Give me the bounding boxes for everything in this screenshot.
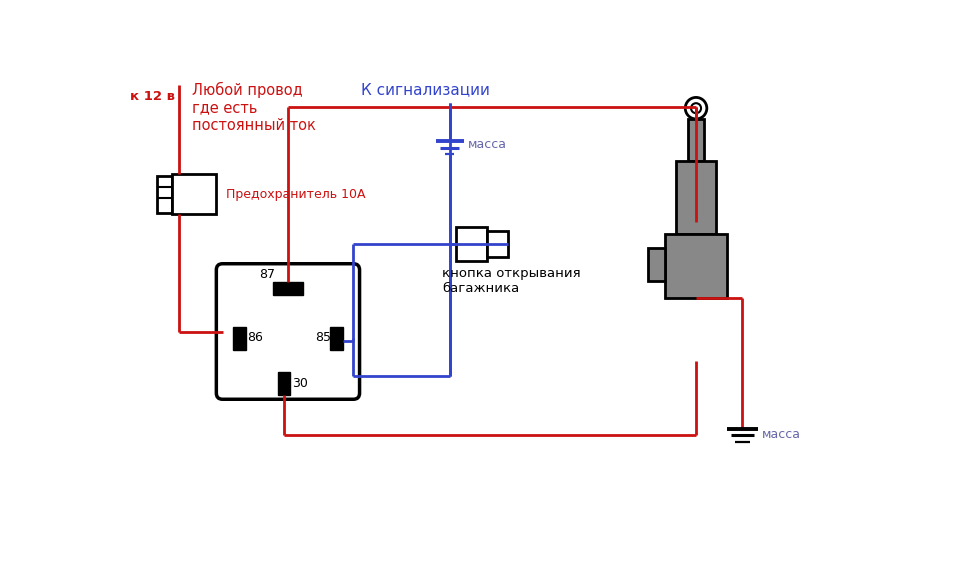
Bar: [688, 119, 704, 161]
Text: к 12 в: к 12 в: [131, 90, 175, 103]
Bar: [676, 161, 716, 235]
Bar: [487, 231, 508, 257]
Bar: [233, 327, 246, 350]
Bar: [278, 372, 290, 395]
FancyBboxPatch shape: [216, 264, 360, 399]
Circle shape: [691, 103, 701, 113]
Bar: [273, 282, 303, 295]
Text: масса: масса: [468, 138, 507, 151]
Text: кнопка открывания
багажника: кнопка открывания багажника: [442, 267, 581, 295]
Bar: [688, 119, 704, 161]
Circle shape: [685, 98, 707, 119]
Bar: [665, 235, 727, 298]
Bar: [173, 174, 216, 215]
Text: Любой провод
где есть
постоянный ток: Любой провод где есть постоянный ток: [192, 82, 316, 133]
Text: масса: масса: [761, 428, 801, 441]
Bar: [330, 327, 343, 350]
Text: К сигнализации: К сигнализации: [361, 82, 490, 97]
Text: 85: 85: [315, 331, 331, 344]
Text: 30: 30: [292, 377, 307, 390]
Text: Предохранитель 10А: Предохранитель 10А: [227, 188, 366, 201]
Bar: [648, 248, 665, 281]
Text: 86: 86: [247, 331, 263, 344]
Bar: [665, 235, 727, 298]
Bar: [456, 227, 487, 261]
Bar: [157, 176, 173, 213]
Bar: [676, 161, 716, 235]
Text: 87: 87: [258, 268, 275, 281]
Bar: [648, 248, 665, 281]
